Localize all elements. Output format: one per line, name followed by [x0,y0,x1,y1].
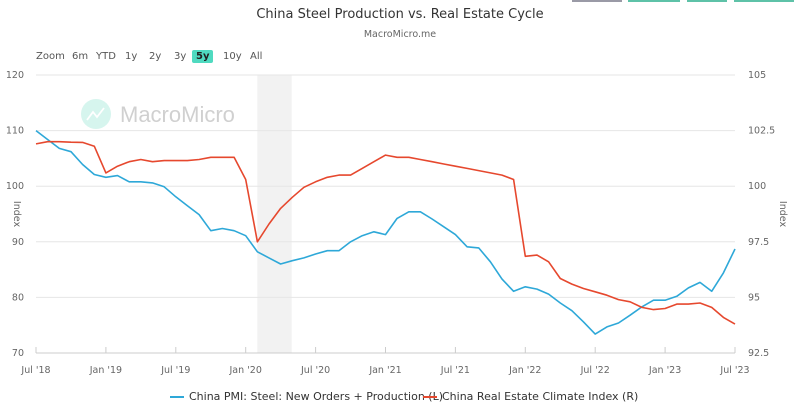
y-tick-left: 120 [6,70,24,81]
range-option-3y[interactable]: 3y [174,51,187,62]
x-tick-label: Jul '23 [719,365,749,376]
series-line-real-estate[interactable] [35,140,736,325]
range-option-all[interactable]: All [250,51,263,62]
y-tick-right: 92.5 [748,348,769,359]
series-line-steel[interactable] [35,129,736,335]
toolbar-button-4[interactable] [734,0,794,2]
x-tick-label: Jul '22 [580,365,610,376]
range-label: Zoom [36,51,65,62]
range-option-10y[interactable]: 10y [223,51,242,62]
y-tick-left: 70 [12,348,24,359]
y-axis-label-right: Index [777,201,788,228]
legend-line-steel [170,396,184,398]
y-tick-right: 102.5 [748,126,775,137]
x-tick-label: Jan '23 [648,365,681,376]
toolbar-button-3[interactable] [687,0,727,2]
legend-label-real-estate: China Real Estate Climate Index (R) [442,390,639,403]
x-tick-label: Jul '20 [300,365,330,376]
range-option-5y[interactable]: 5y [192,50,214,63]
x-tick-label: Jul '18 [20,365,50,376]
x-tick-label: Jan '19 [89,365,122,376]
range-option-ytd[interactable]: YTD [96,51,116,62]
y-tick-right: 100 [748,181,766,192]
range-option-2y[interactable]: 2y [149,51,162,62]
watermark-logo-icon [81,99,111,129]
legend-item-real-estate[interactable]: China Real Estate Climate Index (R) [423,390,638,403]
watermark-chart-glyph [86,107,105,121]
y-tick-left: 110 [6,126,24,137]
top-toolbar [572,0,800,3]
x-tick-label: Jan '22 [508,365,541,376]
chart-title: China Steel Production vs. Real Estate C… [256,7,544,22]
y-tick-left: 80 [12,292,24,303]
x-tick-label: Jan '21 [368,365,401,376]
x-tick-label: Jul '19 [160,365,190,376]
legend-line-real-estate [423,396,437,398]
y-tick-left: 90 [12,237,24,248]
y-tick-right: 105 [748,70,766,81]
chart-subtitle: MacroMicro.me [363,29,437,40]
recession-shade [257,75,292,353]
x-tick-label: Jul '21 [440,365,470,376]
legend-item-steel[interactable]: China PMI: Steel: New Orders + Productio… [170,390,443,403]
y-axis-label-left: Index [11,201,22,228]
y-tick-right: 97.5 [748,237,769,248]
x-tick-label: Jan '20 [229,365,262,376]
legend-label-steel: China PMI: Steel: New Orders + Productio… [189,390,443,403]
y-tick-left: 100 [6,181,24,192]
range-option-1y[interactable]: 1y [125,51,138,62]
watermark-text: MacroMicro [120,102,235,127]
watermark-logo: MacroMicro [81,99,235,129]
range-option-6m[interactable]: 6m [72,51,89,62]
toolbar-button-1[interactable] [572,0,622,2]
toolbar-button-2[interactable] [628,0,680,2]
y-tick-right: 95 [748,292,760,303]
